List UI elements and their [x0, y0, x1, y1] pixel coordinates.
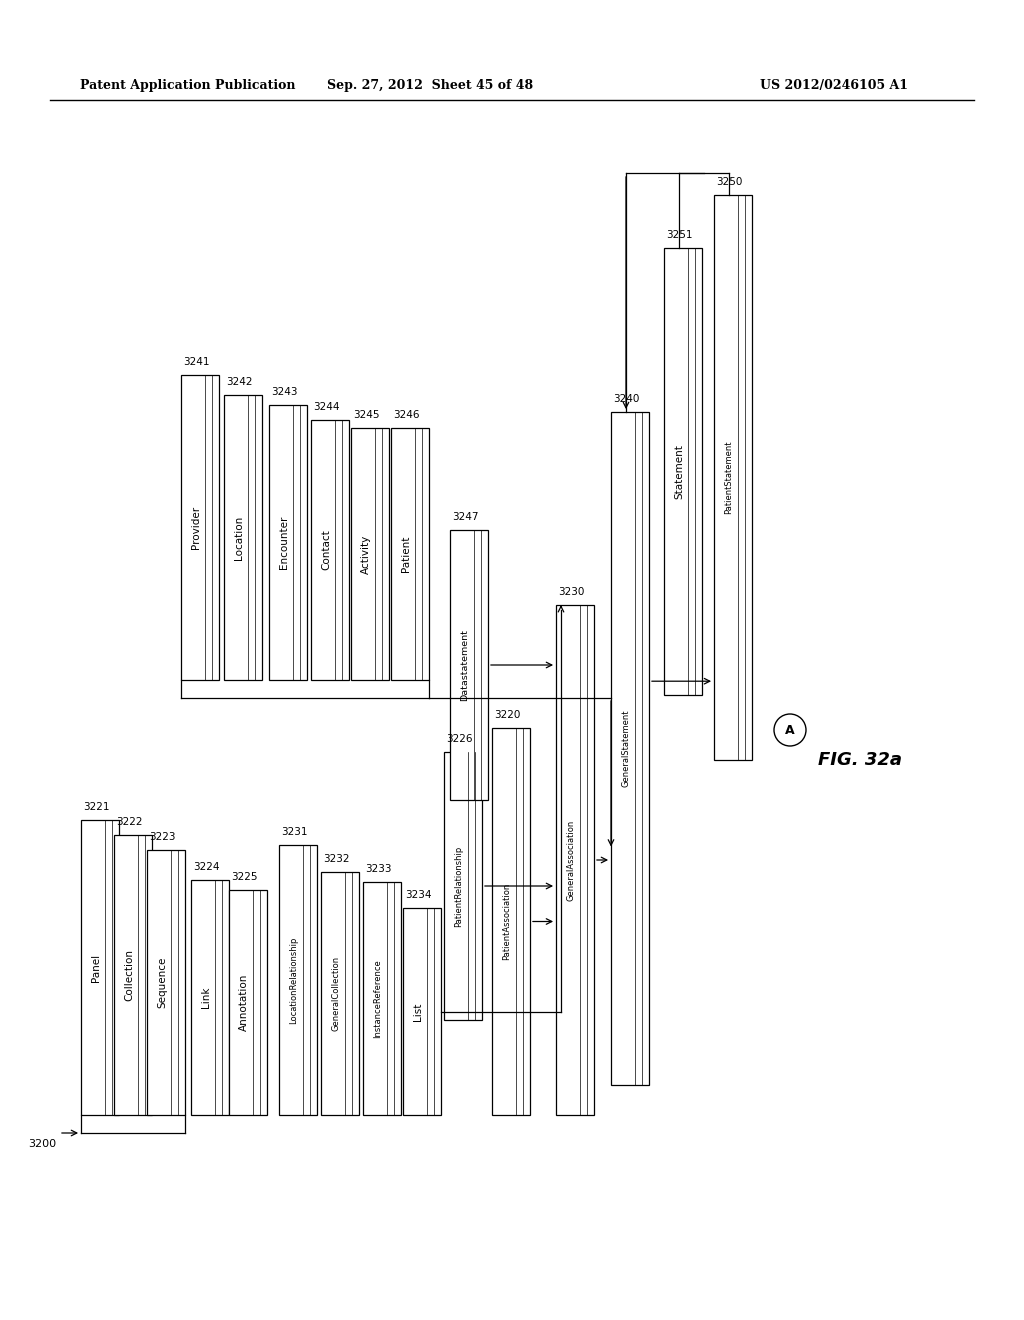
Text: Sep. 27, 2012  Sheet 45 of 48: Sep. 27, 2012 Sheet 45 of 48 — [327, 78, 534, 91]
Text: PatientRelationship: PatientRelationship — [455, 845, 464, 927]
Bar — [191, 880, 229, 1115]
Text: 3241: 3241 — [182, 356, 209, 367]
Bar — [450, 531, 488, 800]
Text: 3231: 3231 — [281, 828, 307, 837]
Text: Datastatement: Datastatement — [461, 630, 469, 701]
Text: Patent Application Publication: Patent Application Publication — [80, 78, 296, 91]
Text: Panel: Panel — [91, 953, 101, 982]
Text: 3225: 3225 — [230, 873, 257, 882]
Text: 3226: 3226 — [445, 734, 472, 744]
Text: Contact: Contact — [321, 529, 331, 570]
Bar — [351, 428, 389, 680]
Text: 3223: 3223 — [148, 832, 175, 842]
Bar — [224, 395, 262, 680]
Text: Location: Location — [234, 515, 244, 560]
Text: FIG. 32a: FIG. 32a — [818, 751, 902, 770]
Text: A: A — [785, 723, 795, 737]
Bar — [114, 836, 152, 1115]
Bar — [611, 412, 649, 1085]
Text: GeneralAssociation: GeneralAssociation — [566, 820, 575, 900]
Text: Activity: Activity — [361, 535, 371, 574]
Bar — [492, 729, 530, 1115]
Text: Statement: Statement — [674, 444, 684, 499]
Bar — [444, 752, 482, 1020]
Bar — [556, 605, 594, 1115]
Bar — [714, 195, 752, 760]
Bar — [147, 850, 185, 1115]
Text: GeneralStatement: GeneralStatement — [622, 710, 631, 787]
Text: 3233: 3233 — [365, 865, 391, 874]
Text: 3245: 3245 — [352, 411, 379, 420]
Text: Collection: Collection — [124, 949, 134, 1001]
Text: PatientStatement: PatientStatement — [725, 441, 733, 515]
Text: 3246: 3246 — [393, 411, 419, 420]
Text: 3251: 3251 — [666, 230, 692, 240]
Bar — [181, 375, 219, 680]
Text: 3224: 3224 — [193, 862, 219, 873]
Bar — [664, 248, 702, 696]
Text: 3200: 3200 — [28, 1139, 56, 1148]
Text: 3250: 3250 — [716, 177, 742, 187]
Text: 3222: 3222 — [116, 817, 142, 828]
Text: InstanceReference: InstanceReference — [374, 960, 383, 1038]
Text: US 2012/0246105 A1: US 2012/0246105 A1 — [760, 78, 908, 91]
Bar — [311, 420, 349, 680]
Text: 3242: 3242 — [225, 378, 252, 387]
Text: List: List — [413, 1002, 423, 1020]
Text: 3220: 3220 — [494, 710, 520, 719]
Text: Sequence: Sequence — [157, 957, 167, 1008]
Text: Annotation: Annotation — [239, 974, 249, 1031]
Text: Encounter: Encounter — [279, 516, 289, 569]
Bar — [229, 890, 267, 1115]
Bar — [269, 405, 307, 680]
Text: Patient: Patient — [401, 536, 411, 572]
Bar — [321, 873, 359, 1115]
Text: 3221: 3221 — [83, 803, 110, 812]
Bar — [81, 820, 119, 1115]
Text: LocationRelationship: LocationRelationship — [290, 936, 299, 1024]
Text: 3232: 3232 — [323, 854, 349, 865]
Bar — [279, 845, 317, 1115]
Text: 3234: 3234 — [404, 890, 431, 900]
Text: PatientAssociation: PatientAssociation — [503, 883, 512, 960]
Text: 3244: 3244 — [312, 403, 339, 412]
Bar — [362, 882, 401, 1115]
Text: Link: Link — [201, 987, 211, 1008]
Text: GeneralCollection: GeneralCollection — [332, 956, 341, 1031]
Bar — [391, 428, 429, 680]
Bar — [403, 908, 441, 1115]
Text: Provider: Provider — [191, 506, 201, 549]
Text: 3230: 3230 — [558, 587, 584, 597]
Text: 3240: 3240 — [612, 393, 639, 404]
Text: 3247: 3247 — [452, 512, 478, 521]
Text: 3243: 3243 — [270, 387, 297, 397]
